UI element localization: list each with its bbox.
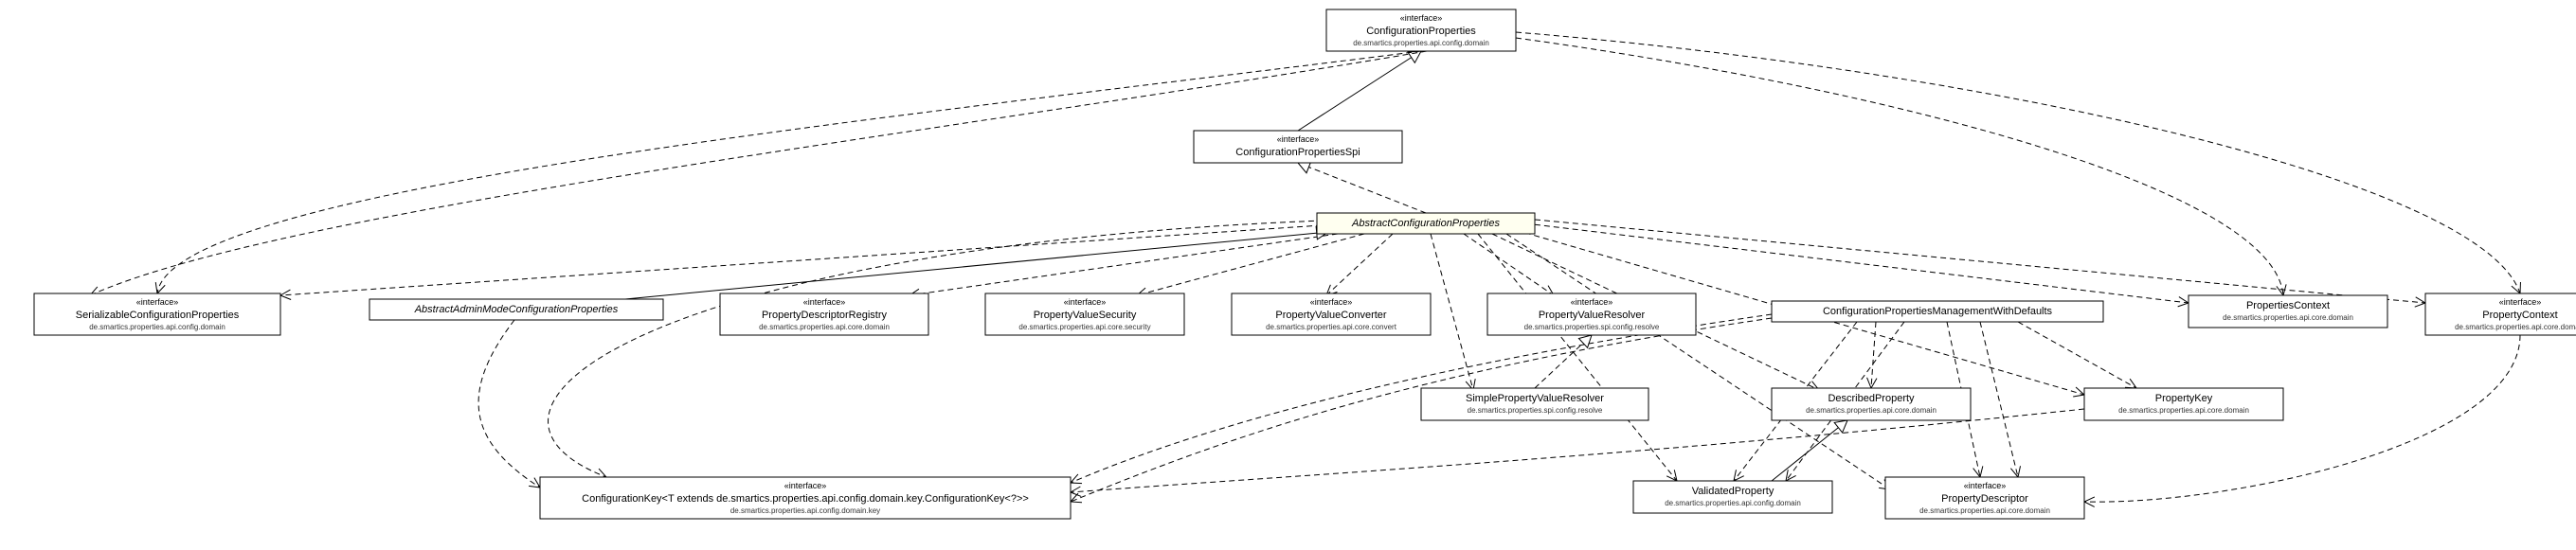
svg-text:«interface»: «interface» xyxy=(1277,134,1320,144)
node-PropertyValueConverter: «interface» PropertyValueConverter de.smar… xyxy=(1232,293,1431,335)
svg-text:de.smartics.properties.spi.con: de.smartics.properties.spi.config.resolv… xyxy=(1524,323,1660,331)
uml-diagram: «interface» ConfigurationProperties de.sma… xyxy=(0,0,2576,550)
svg-text:PropertyValueSecurity: PropertyValueSecurity xyxy=(1034,310,1137,321)
svg-text:de.smartics.properties.api.cor: de.smartics.properties.api.core.convert xyxy=(1266,323,1397,331)
node-ConfigurationProperties: «interface» ConfigurationProperties de.sma… xyxy=(1326,9,1516,51)
node-ConfigurationKey: «interface» ConfigurationKey<T extends de… xyxy=(540,477,1071,519)
svg-text:«interface»: «interface» xyxy=(1310,297,1353,307)
svg-text:de.smartics.properties.api.cor: de.smartics.properties.api.core.domain xyxy=(2455,323,2576,331)
svg-text:ConfigurationPropertiesManagem: ConfigurationPropertiesManagementWithDef… xyxy=(1823,306,2053,317)
svg-text:PropertyContext: PropertyContext xyxy=(2482,310,2557,321)
node-PropertyValueResolver: «interface» PropertyValueResolver de.smart… xyxy=(1487,293,1696,335)
svg-text:de.smartics.properties.api.con: de.smartics.properties.api.config.domain xyxy=(89,323,225,331)
svg-text:de.smartics.properties.api.cor: de.smartics.properties.api.core.domain xyxy=(2118,406,2249,415)
node-ConfigurationPropertiesSpi: «interface» ConfigurationPropertiesSpi xyxy=(1194,131,1402,163)
edges-layer xyxy=(90,32,2520,506)
node-PropertyDescriptor: «interface» PropertyDescriptorde.smartics… xyxy=(1885,477,2084,519)
node-ValidatedProperty: ValidatedProperty de.smartics.properties.… xyxy=(1633,481,1832,513)
svg-text:de.smartics.properties.api.con: de.smartics.properties.api.config.domain… xyxy=(730,506,880,515)
node-PropertyContext: «interface» PropertyContext de.smartics.pr… xyxy=(2425,293,2576,335)
svg-text:ValidatedProperty: ValidatedProperty xyxy=(1692,486,1774,497)
node-DescribedProperty: DescribedProperty de.smartics.properties.… xyxy=(1772,388,1971,420)
svg-text:«interface»: «interface» xyxy=(1400,13,1443,23)
svg-text:de.smartics.properties.api.cor: de.smartics.properties.api.core.domain xyxy=(2223,313,2353,322)
node-SimplePropertyValueResolver: SimplePropertyValueResolver de.smartics.p… xyxy=(1421,388,1648,420)
node-PropertyKey: PropertyKey de.smartics.properties.api.co… xyxy=(2084,388,2283,420)
svg-text:ConfigurationProperties: ConfigurationProperties xyxy=(1366,26,1476,37)
svg-text:«interface»: «interface» xyxy=(1571,297,1613,307)
svg-text:«interface»: «interface» xyxy=(2499,297,2542,307)
svg-text:de.smartics.properties.api.cor: de.smartics.properties.api.core.domain xyxy=(1806,406,1937,415)
svg-text:PropertiesContext: PropertiesContext xyxy=(2246,300,2330,311)
node-AbstractAdminModeConfigurationProperties: AbstractAdminModeConfigurationProperties xyxy=(369,299,663,320)
svg-text:ConfigurationPropertiesSpi: ConfigurationPropertiesSpi xyxy=(1235,147,1360,158)
svg-text:«interface»: «interface» xyxy=(1964,481,2007,490)
svg-text:DescribedProperty: DescribedProperty xyxy=(1828,393,1915,404)
svg-text:de.smartics.properties.api.cor: de.smartics.properties.api.core.domain xyxy=(759,323,890,331)
node-PropertyDescriptorRegistry: «interface» PropertyDescriptorRegistry de.… xyxy=(720,293,928,335)
svg-text:PropertyKey: PropertyKey xyxy=(2155,393,2213,404)
node-SerializableConfigurationProperties: «interface» SerializableConfigurationProp… xyxy=(34,293,280,335)
svg-text:PropertyValueResolver: PropertyValueResolver xyxy=(1539,310,1646,321)
node-ConfigurationPropertiesManagementWithDefaults: ConfigurationPropertiesManagementWithDef… xyxy=(1772,301,2103,322)
nodes-layer: «interface» ConfigurationProperties de.sma… xyxy=(34,9,2576,519)
svg-text:de.smartics.properties.api.con: de.smartics.properties.api.config.domain xyxy=(1353,39,1489,47)
svg-text:AbstractAdminModeConfiguration: AbstractAdminModeConfigurationProperties xyxy=(414,304,619,315)
svg-text:de.smartics.properties.api.cor: de.smartics.properties.api.core.domain xyxy=(1919,506,2050,515)
svg-text:AbstractConfigurationPropertie: AbstractConfigurationProperties xyxy=(1351,218,1500,229)
node-AbstractConfigurationProperties: AbstractConfigurationProperties xyxy=(1317,213,1535,234)
svg-text:de.smartics.properties.api.cor: de.smartics.properties.api.core.security xyxy=(1018,323,1150,331)
svg-text:«interface»: «interface» xyxy=(136,297,179,307)
svg-text:PropertyDescriptorRegistry: PropertyDescriptorRegistry xyxy=(762,310,888,321)
svg-text:SerializableConfigurationPrope: SerializableConfigurationProperties xyxy=(76,310,240,321)
svg-text:«interface»: «interface» xyxy=(1064,297,1107,307)
node-PropertyValueSecurity: «interface» PropertyValueSecurity de.smart… xyxy=(985,293,1184,335)
svg-text:«interface»: «interface» xyxy=(784,481,827,490)
svg-text:de.smartics.properties.api.con: de.smartics.properties.api.config.domain xyxy=(1665,499,1801,507)
node-PropertiesContext: PropertiesContext de.smartics.properties.… xyxy=(2189,295,2387,328)
svg-text:PropertyValueConverter: PropertyValueConverter xyxy=(1275,310,1387,321)
svg-text:SimplePropertyValueResolver: SimplePropertyValueResolver xyxy=(1466,393,1604,404)
svg-text:ConfigurationKey<T extends de.: ConfigurationKey<T extends de.smartics.p… xyxy=(582,493,1029,505)
svg-text:PropertyDescriptor: PropertyDescriptor xyxy=(1941,493,2028,505)
svg-text:de.smartics.properties.spi.con: de.smartics.properties.spi.config.resolv… xyxy=(1468,406,1603,415)
svg-text:«interface»: «interface» xyxy=(803,297,846,307)
